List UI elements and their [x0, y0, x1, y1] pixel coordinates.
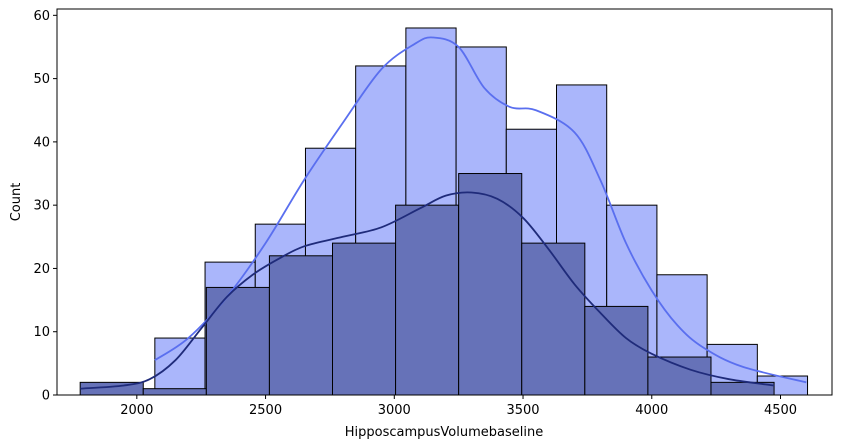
y-tick-label: 10: [33, 325, 50, 340]
y-tick-label: 30: [33, 199, 50, 214]
x-axis-title: HipposcampusVolumebaseline: [345, 425, 543, 440]
y-tick-label: 50: [33, 72, 50, 87]
series-1-bar-1: [154, 337, 206, 396]
series-2-kde-line: [80, 191, 775, 390]
y-tick-label: 20: [33, 262, 50, 277]
x-tick-label: 2500: [249, 403, 282, 418]
series-2-bar-5: [331, 242, 397, 396]
x-tick-label: 4500: [764, 403, 797, 418]
x-tick-label: 4000: [635, 403, 668, 418]
y-axis: 0 10 20 30 40 50 60: [33, 9, 57, 404]
y-tick-label: 0: [42, 389, 50, 404]
series-2-bar-8: [521, 242, 586, 396]
series-2-bar-7: [458, 173, 523, 396]
y-axis-title: Count: [9, 183, 24, 222]
plot-frame: [56, 8, 833, 396]
series-2-bar-4: [268, 255, 333, 396]
x-tick-label: 3500: [506, 403, 539, 418]
kde-layer: [80, 36, 807, 390]
series-2-bar-3: [205, 286, 270, 396]
y-tick-label: 60: [33, 9, 50, 24]
x-tick-label: 3000: [378, 403, 411, 418]
series-2-bar-10: [647, 356, 712, 396]
x-tick-label: 2000: [120, 403, 153, 418]
series-2-bar-2: [142, 388, 207, 396]
series-2-bar-9: [584, 305, 649, 396]
y-tick-label: 40: [33, 135, 50, 150]
x-axis: 2000 2500 3000 3500 4000 4500: [120, 395, 797, 418]
series-2-bars: [79, 173, 775, 396]
series-1-kde-line: [154, 36, 807, 384]
bars-layer: [79, 27, 809, 396]
series-2-bar-6: [395, 204, 460, 396]
